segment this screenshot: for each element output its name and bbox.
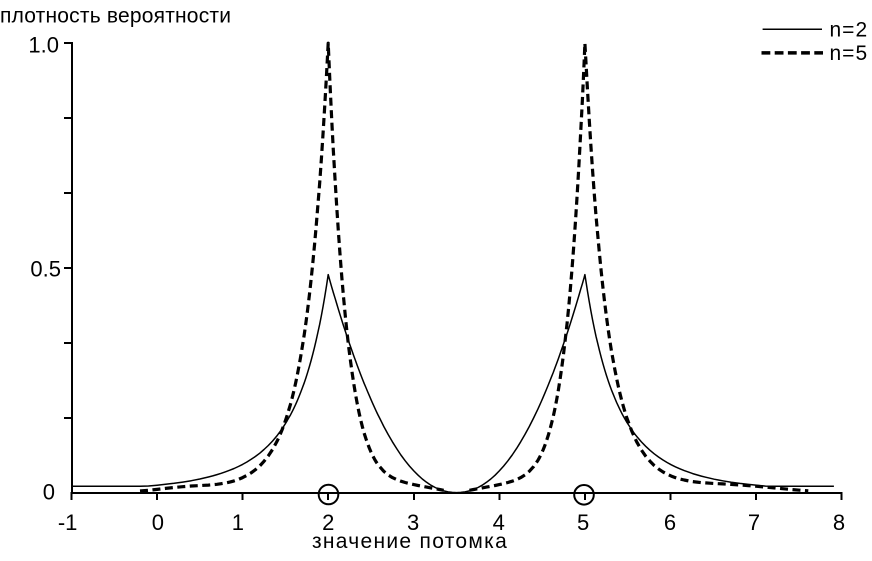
svg-text:значение потомка: значение потомка [312, 530, 508, 553]
svg-text:n=2: n=2 [830, 18, 869, 41]
svg-text:1.0: 1.0 [28, 32, 59, 57]
svg-text:2: 2 [322, 510, 334, 535]
svg-text:0: 0 [152, 510, 164, 535]
svg-text:0.5: 0.5 [30, 256, 61, 281]
svg-text:7: 7 [748, 510, 760, 535]
svg-text:3: 3 [407, 510, 419, 535]
svg-text:плотность вероятности: плотность вероятности [0, 5, 231, 28]
svg-text:n=5: n=5 [830, 42, 869, 65]
svg-text:6: 6 [664, 510, 676, 535]
svg-text:4: 4 [493, 510, 505, 535]
svg-text:8: 8 [833, 510, 845, 535]
svg-text:5: 5 [577, 510, 589, 535]
svg-text:-1: -1 [58, 510, 78, 535]
svg-text:1: 1 [232, 510, 244, 535]
svg-text:0: 0 [43, 479, 55, 504]
